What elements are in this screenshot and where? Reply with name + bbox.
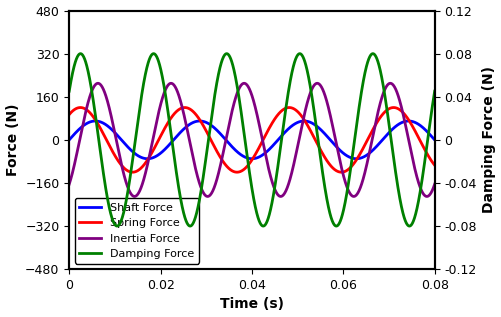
Line: Inertia Force: Inertia Force xyxy=(69,83,434,197)
Shaft Force xyxy=(206,122,212,126)
Shaft Force xyxy=(222,138,228,141)
Shaft Force xyxy=(129,150,135,153)
X-axis label: Time (s): Time (s) xyxy=(219,297,284,311)
Inertia Force xyxy=(66,182,72,186)
Y-axis label: Force (N): Force (N) xyxy=(6,104,20,176)
Inertia Force xyxy=(423,195,429,198)
Damping Force xyxy=(431,89,437,93)
Spring Force xyxy=(431,163,437,167)
Y-axis label: Damping Force (N): Damping Force (N) xyxy=(481,66,495,213)
Spring Force xyxy=(424,153,430,157)
Spring Force xyxy=(384,107,390,111)
Inertia Force xyxy=(206,194,212,198)
Inertia Force xyxy=(384,82,390,86)
Shaft Force xyxy=(431,138,437,142)
Legend: Shaft Force, Spring Force, Inertia Force, Damping Force: Shaft Force, Spring Force, Inertia Force… xyxy=(75,198,198,264)
Damping Force xyxy=(108,212,114,216)
Damping Force xyxy=(129,158,135,162)
Spring Force xyxy=(222,163,228,166)
Line: Damping Force: Damping Force xyxy=(69,54,434,226)
Spring Force xyxy=(129,170,135,174)
Inertia Force xyxy=(129,194,135,197)
Inertia Force xyxy=(431,182,437,186)
Damping Force xyxy=(296,52,302,55)
Spring Force xyxy=(108,146,114,150)
Inertia Force xyxy=(387,81,393,85)
Spring Force xyxy=(66,113,72,116)
Shaft Force xyxy=(144,157,150,161)
Shaft Force xyxy=(108,127,114,131)
Spring Force xyxy=(129,170,135,174)
Damping Force xyxy=(333,224,339,228)
Shaft Force xyxy=(66,138,72,142)
Shaft Force xyxy=(385,132,391,135)
Inertia Force xyxy=(108,113,114,117)
Line: Spring Force: Spring Force xyxy=(69,107,434,172)
Shaft Force xyxy=(424,130,430,134)
Inertia Force xyxy=(424,194,430,198)
Line: Shaft Force: Shaft Force xyxy=(69,121,434,159)
Shaft Force xyxy=(196,119,202,123)
Inertia Force xyxy=(222,141,228,145)
Spring Force xyxy=(206,135,212,139)
Damping Force xyxy=(222,53,228,56)
Damping Force xyxy=(424,138,430,141)
Damping Force xyxy=(385,118,391,121)
Spring Force xyxy=(390,106,396,109)
Damping Force xyxy=(206,131,212,135)
Damping Force xyxy=(66,89,72,93)
